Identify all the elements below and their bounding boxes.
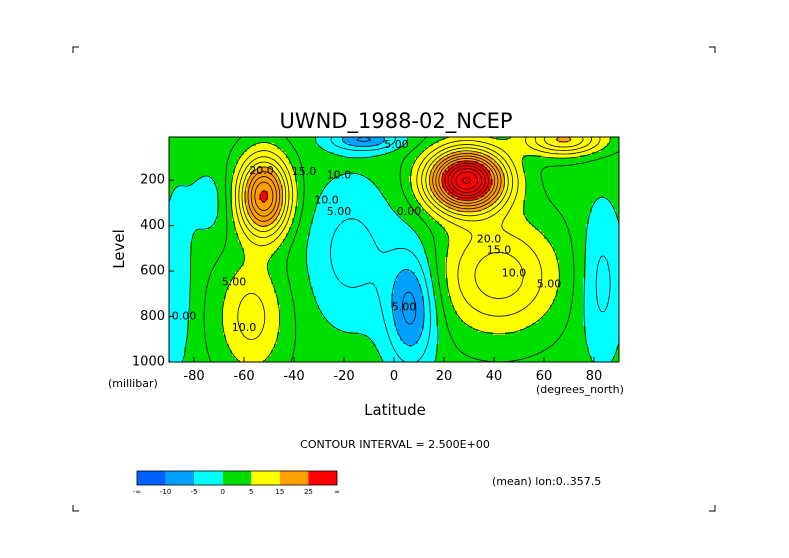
contour-line: [169, 137, 619, 362]
y-tick-label: 200: [140, 173, 165, 188]
contour-lines: [169, 137, 619, 362]
contour-line: [330, 137, 611, 362]
contour-label: 5.00: [327, 205, 352, 218]
x-tick-label: 20: [436, 369, 453, 384]
y-tick-label: 800: [140, 309, 165, 324]
x-axis-label: Latitude: [364, 401, 426, 419]
contour-label: 15.0: [487, 244, 512, 257]
contour-line: [234, 137, 601, 340]
colorbar-tick-label: 25: [304, 488, 313, 496]
y-units-label: (millibar): [108, 377, 158, 390]
x-tick-label: 60: [536, 369, 553, 384]
contour-line: [260, 160, 493, 202]
colorbar-swatch: [194, 471, 223, 485]
chart-title: UWND_1988-02_NCEP: [279, 109, 512, 134]
x-tick-label: 80: [586, 369, 603, 384]
mean-lon-annotation: (mean) lon:0..357.5: [492, 475, 601, 488]
contour-line: [455, 171, 478, 190]
contour-line: [254, 158, 496, 211]
contour-line: [241, 137, 584, 232]
contour-line: [238, 137, 592, 299]
contour-line: [447, 165, 486, 196]
contour-line: [341, 137, 425, 346]
contour-label: 5.00: [537, 278, 562, 291]
x-tick-label: 0: [390, 369, 398, 384]
y-axis-label: Level: [110, 229, 128, 269]
colorbar-swatch: [308, 471, 337, 485]
x-units-label: (degrees_north): [536, 383, 624, 396]
contour-line: [203, 137, 619, 362]
contour-line: [462, 177, 471, 184]
contour-label: 10.0: [327, 169, 352, 182]
contour-label: 5.00: [222, 275, 247, 288]
colorbar-swatch: [165, 471, 195, 485]
contour-line: [451, 168, 483, 193]
x-tick-label: -20: [333, 369, 354, 384]
colorbar-tick-label: 15: [275, 488, 284, 496]
colorbar-swatch: [137, 471, 166, 485]
x-tick-label: -40: [283, 369, 304, 384]
x-tick-label: -60: [233, 369, 254, 384]
crop-marks: [72, 46, 716, 512]
contour-line: [356, 137, 417, 325]
y-axis: 200 400 600 800 1000: [132, 173, 174, 370]
colorbar-tick-label: -∞: [133, 488, 141, 496]
contour-label: 0.00: [397, 205, 422, 218]
contour-label: 5.00: [384, 138, 409, 151]
contour-label: 20.0: [477, 232, 502, 245]
contour-line: [444, 162, 489, 199]
colorbar-frame: [136, 470, 338, 486]
contour-line: [247, 153, 502, 222]
contour-label: 20.0: [249, 164, 274, 177]
y-tick-label: 600: [140, 264, 165, 279]
y-tick-label: 400: [140, 218, 165, 233]
contour-line: [250, 155, 499, 217]
contour-line: [222, 137, 611, 362]
contour-label: 15.0: [292, 165, 317, 178]
contour-label: 10.0: [232, 321, 257, 334]
colorbar-tick-label: 0: [220, 488, 224, 496]
colorbar-tick-label: 5: [249, 488, 253, 496]
colorbar-tick-label: -5: [191, 488, 198, 496]
x-axis: -80 -60 -40 -20 0 20 40 60 80: [183, 357, 602, 384]
x-tick-label: -80: [183, 369, 204, 384]
colorbar-swatch: [251, 471, 280, 485]
colorbar-tick-label: -10: [160, 488, 171, 496]
contour-interval-text: CONTOUR INTERVAL = 2.500E+00: [300, 438, 490, 451]
contour-label: 0.00: [172, 310, 197, 323]
contour-label: 5.00: [392, 300, 417, 313]
y-tick-label: 1000: [132, 355, 165, 370]
colorbar-swatch: [222, 471, 252, 485]
contour-label: 10.0: [314, 194, 339, 207]
x-tick-label: 40: [486, 369, 503, 384]
contour-line: [244, 137, 572, 227]
contour-label: 10.0: [502, 266, 527, 279]
colorbar: -∞ -10 -5 0 5 15 25 ∞: [133, 470, 340, 496]
colorbar-swatch: [279, 471, 309, 485]
colorbar-tick-label: ∞: [334, 488, 340, 496]
